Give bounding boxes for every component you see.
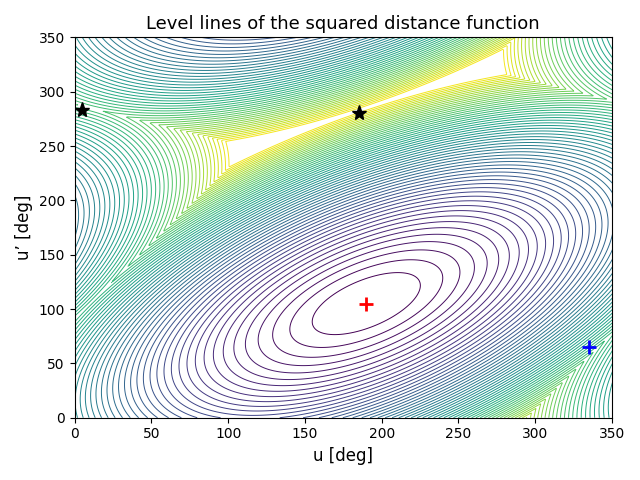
X-axis label: u [deg]: u [deg] bbox=[313, 447, 373, 465]
Title: Level lines of the squared distance function: Level lines of the squared distance func… bbox=[147, 15, 540, 33]
Y-axis label: u’ [deg]: u’ [deg] bbox=[15, 195, 33, 260]
